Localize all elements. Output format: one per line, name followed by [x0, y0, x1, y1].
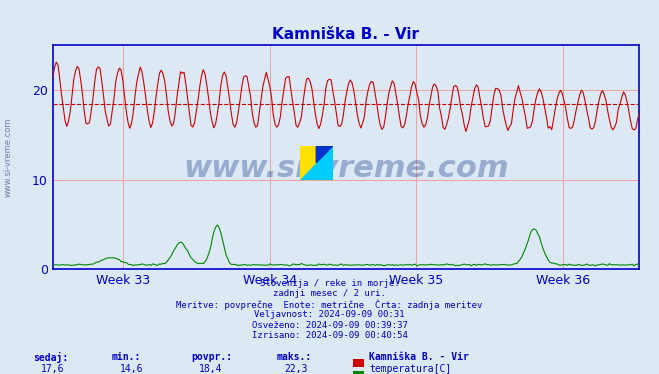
Text: Kamniška B. - Vir: Kamniška B. - Vir [369, 352, 469, 362]
Polygon shape [300, 146, 333, 180]
Text: min.:: min.: [112, 352, 142, 362]
Text: 18,4: 18,4 [199, 364, 223, 374]
Text: zadnji mesec / 2 uri.: zadnji mesec / 2 uri. [273, 289, 386, 298]
Title: Kamniška B. - Vir: Kamniška B. - Vir [272, 27, 420, 42]
Text: temperatura[C]: temperatura[C] [369, 364, 451, 374]
Text: Osveženo: 2024-09-09 00:39:37: Osveženo: 2024-09-09 00:39:37 [252, 321, 407, 329]
Text: Slovenija / reke in morje.: Slovenija / reke in morje. [260, 279, 399, 288]
Text: sedaj:: sedaj: [33, 352, 68, 363]
Text: 14,6: 14,6 [120, 364, 144, 374]
Text: 17,6: 17,6 [41, 364, 65, 374]
Text: povpr.:: povpr.: [191, 352, 232, 362]
Text: Veljavnost: 2024-09-09 00:31: Veljavnost: 2024-09-09 00:31 [254, 310, 405, 319]
Text: Meritve: povprečne  Enote: metrične  Črta: zadnja meritev: Meritve: povprečne Enote: metrične Črta:… [177, 300, 482, 310]
Polygon shape [316, 146, 333, 163]
Text: www.si-vreme.com: www.si-vreme.com [3, 117, 13, 197]
Text: Izrisano: 2024-09-09 00:40:54: Izrisano: 2024-09-09 00:40:54 [252, 331, 407, 340]
Text: www.si-vreme.com: www.si-vreme.com [183, 154, 509, 183]
Text: maks.:: maks.: [277, 352, 312, 362]
Polygon shape [300, 146, 333, 180]
Text: 22,3: 22,3 [285, 364, 308, 374]
